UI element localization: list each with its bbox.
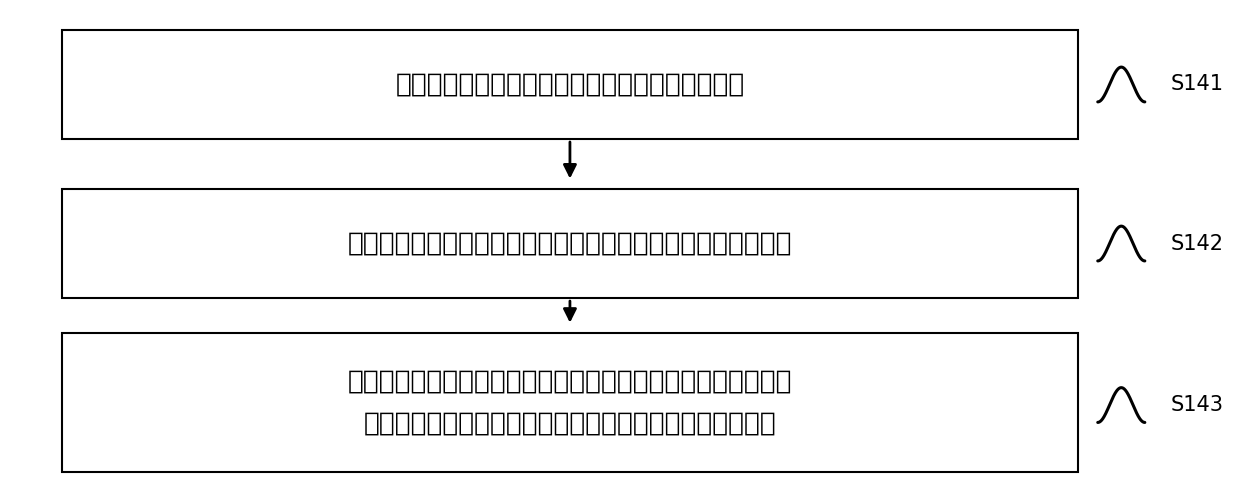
Bar xyxy=(62,333,1078,472)
Text: 若读码次数差值不小于预设读码次数阈值，确定传送部件标识对
应的异常导出位置标识，将异常导出位置标识发送给分拣机: 若读码次数差值不小于预设读码次数阈值，确定传送部件标识对 应的异常导出位置标识，… xyxy=(348,369,792,436)
Bar xyxy=(62,189,1078,298)
Text: 获取包裹传送信息中读码次数字段上的当前字段值: 获取包裹传送信息中读码次数字段上的当前字段值 xyxy=(395,72,745,97)
Text: S142: S142 xyxy=(1171,234,1224,253)
Bar xyxy=(62,30,1078,139)
Text: S143: S143 xyxy=(1171,395,1224,415)
Text: S141: S141 xyxy=(1171,75,1224,94)
Text: 将当前字段值与预设读码初始阈值进行比较，得到读码次数差值: 将当前字段值与预设读码初始阈值进行比较，得到读码次数差值 xyxy=(348,231,792,256)
